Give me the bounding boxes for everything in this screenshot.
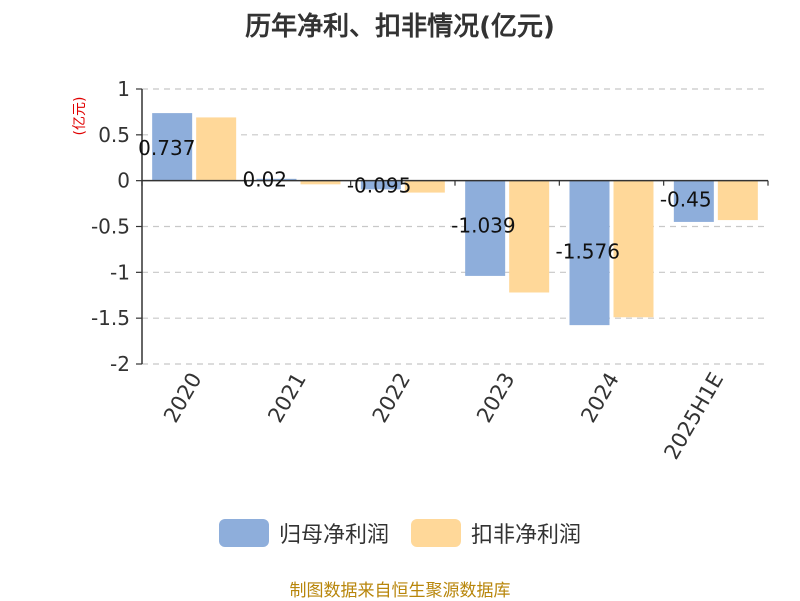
legend-swatch-series-1 [411, 519, 461, 547]
bar-2023-series-1 [509, 180, 550, 293]
legend-item-series-0[interactable]: 归母净利润 [218, 517, 389, 549]
data-labels: 0.737 0.02 -0.095 -1.039 -1.576 -0.45 [138, 136, 711, 264]
y-tick-label: 0.5 [98, 123, 130, 147]
legend-label-series-1: 扣非净利润 [471, 523, 582, 548]
data-label-2022: -0.095 [347, 174, 411, 198]
bar-2022-series-0 [360, 180, 401, 190]
legend-item-series-1[interactable]: 扣非净利润 [411, 517, 581, 549]
y-axis-label: (亿元) [72, 97, 88, 136]
bars [152, 113, 758, 326]
y-tick-label: -0.5 [91, 215, 130, 239]
x-tick-label: 2025H1E [659, 369, 728, 464]
chart-title: 历年净利、扣非情况(亿元) [245, 12, 555, 42]
bar-2024-series-0 [569, 180, 610, 326]
y-tick-label: -1 [110, 260, 130, 284]
bar-2023-series-0 [465, 180, 506, 276]
bar-2022-series-1 [404, 180, 445, 193]
bar-2020-series-1 [196, 117, 237, 181]
bar-2020-series-0 [152, 113, 193, 181]
bar-2024-series-1 [613, 180, 654, 318]
bar-2021-series-0 [256, 178, 297, 181]
y-tick-label: -1.5 [91, 306, 130, 330]
legend-swatch-series-0 [218, 519, 269, 547]
x-tick-label: 2024 [576, 369, 624, 427]
y-tick-label: 1 [117, 77, 130, 101]
data-label-2023: -1.039 [451, 214, 515, 238]
grid-lines [142, 88, 768, 365]
bar-2021-series-1 [300, 180, 341, 185]
y-tick-label: 0 [117, 169, 130, 193]
x-tick-label: 2022 [368, 369, 416, 427]
data-label-2024: -1.576 [556, 240, 620, 264]
source-footer: 制图数据来自恒生聚源数据库 [289, 581, 511, 601]
chart-area: 1 0.5 0 -0.5 -1 -1.5 -2 (亿元) 2020 2021 2022 2023 202… [72, 77, 769, 464]
x-tick-label: 2023 [472, 369, 520, 427]
bar-2025H1E-series-1 [717, 180, 758, 221]
x-tick-label: 2020 [159, 369, 207, 427]
data-label-2021: 0.02 [243, 168, 288, 192]
x-tick-label: 2021 [263, 369, 311, 427]
bar-2025H1E-series-0 [673, 180, 714, 222]
y-tick-label: -2 [110, 352, 130, 376]
data-label-2025H1E: -0.45 [660, 188, 712, 212]
legend-label-series-0: 归母净利润 [278, 523, 389, 548]
data-label-2020: 0.737 [138, 136, 195, 160]
legend: 归母净利润 扣非净利润 [0, 517, 800, 549]
